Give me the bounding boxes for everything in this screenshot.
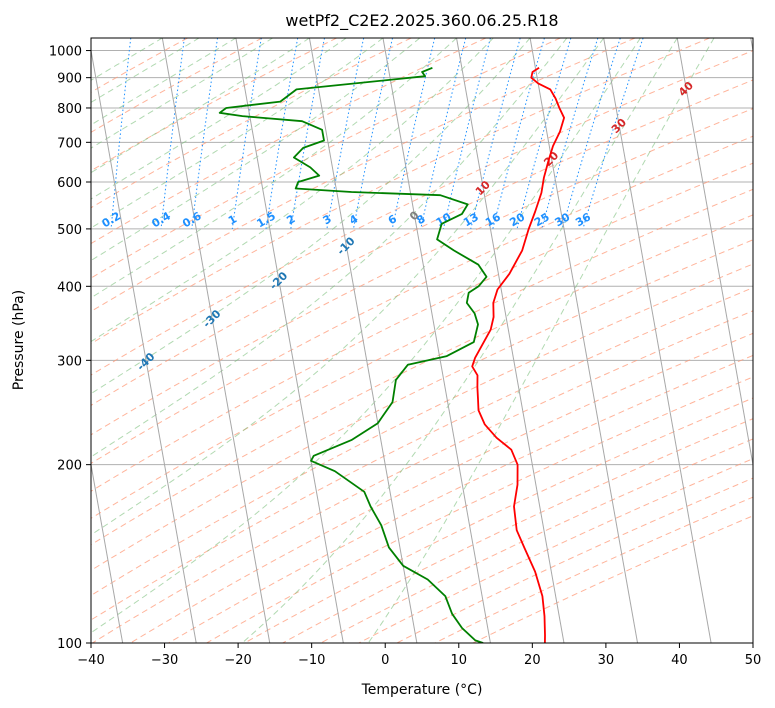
y-tick-label: 400 xyxy=(57,280,82,295)
temperature-profile-line xyxy=(471,67,565,643)
moist-adiabat-line xyxy=(91,38,605,536)
moist-adiabat-line xyxy=(91,38,200,103)
y-tick-label: 300 xyxy=(57,354,82,369)
isotherm-line xyxy=(603,38,712,643)
x-tick-label: −10 xyxy=(298,653,325,668)
x-tick-label: 30 xyxy=(598,653,615,668)
dry-adiabat-line xyxy=(206,376,753,643)
mixing-ratio-line xyxy=(492,38,545,230)
moist-adiabat-line xyxy=(91,38,494,343)
dry-adiabat-line xyxy=(282,418,753,643)
dry-adiabat-line xyxy=(130,332,753,643)
dry-adiabat-line xyxy=(358,458,753,643)
dry-adiabat-line xyxy=(91,50,753,376)
y-tick-label: 700 xyxy=(57,136,82,151)
dry-adiabat-line xyxy=(472,515,753,643)
isotherm-line xyxy=(91,461,124,643)
dry-adiabat-line xyxy=(396,477,753,643)
isotherm-line xyxy=(676,38,753,468)
dry-adiabat-line xyxy=(91,38,412,209)
dry-adiabat-line xyxy=(91,214,753,546)
y-tick-label: 500 xyxy=(57,223,82,238)
y-tick-label: 200 xyxy=(57,459,82,474)
mixing-ratio-line xyxy=(470,38,521,230)
mixing-ratio-line xyxy=(231,38,262,229)
dry-adiabat-line xyxy=(168,354,753,643)
y-axis: 100 200 300 400 500 600 700 800 900 1000 xyxy=(49,45,91,652)
dry-adiabats xyxy=(91,38,753,643)
isotherm-line xyxy=(308,38,418,643)
skewed-isotherms xyxy=(91,38,753,643)
y-tick-label: 800 xyxy=(57,102,82,117)
isotherm-line xyxy=(91,47,197,643)
mixing-ratio-line xyxy=(420,38,467,230)
dry-adiabat-line xyxy=(91,263,753,597)
moist-adiabat-line xyxy=(91,38,384,229)
dry-adiabat-line xyxy=(91,107,753,436)
x-tick-label: −30 xyxy=(151,653,178,668)
x-tick-label: 20 xyxy=(524,653,541,668)
dry-adiabat-line xyxy=(91,38,710,345)
moist-adiabat-line xyxy=(91,38,457,299)
dry-adiabat-line xyxy=(92,310,753,643)
mixing-ratio-line xyxy=(561,38,621,230)
chart-title: wetPf2_C2E2.2025.360.06.25.R18 xyxy=(285,11,558,31)
dry-adiabat-line xyxy=(91,135,753,464)
isotherm-line xyxy=(235,38,344,643)
x-axis: −40 −30 −20 −10 0 10 20 30 40 50 xyxy=(77,643,761,668)
mixing-ratio-line xyxy=(391,38,436,229)
x-tick-label: −20 xyxy=(224,653,251,668)
moist-adiabat-line xyxy=(241,38,678,643)
mixing-ratio-line xyxy=(516,38,572,230)
isotherm-line xyxy=(529,38,639,643)
moist-adiabat-line xyxy=(91,38,237,126)
isotherm-line xyxy=(456,38,565,643)
dry-adiabat-line xyxy=(244,397,753,643)
moist-adiabat-line xyxy=(91,38,641,634)
isotherm-line xyxy=(161,38,271,643)
dry-adiabat-line xyxy=(91,287,753,621)
x-tick-label: 0 xyxy=(381,653,389,668)
dewpoint-profile-line xyxy=(218,66,488,643)
y-tick-label: 1000 xyxy=(49,45,82,60)
mixing-ratio-line xyxy=(541,38,599,230)
moist-adiabat-line xyxy=(91,38,347,200)
x-tick-label: −40 xyxy=(77,653,104,668)
x-tick-label: 10 xyxy=(451,653,468,668)
y-tick-label: 100 xyxy=(57,637,82,652)
x-axis-title: Temperature (°C) xyxy=(361,682,483,698)
moist-adiabat-line xyxy=(91,38,273,149)
mixing-ratio-line xyxy=(582,38,644,230)
mixing-ratio-line xyxy=(191,38,218,229)
mixing-ratio-line xyxy=(326,38,365,229)
plot-frame xyxy=(90,37,754,644)
x-tick-label: 40 xyxy=(671,653,688,668)
moist-adiabats xyxy=(91,38,715,643)
dry-adiabat-line xyxy=(91,79,753,406)
dry-adiabat-line xyxy=(91,188,753,519)
moist-adiabat-line xyxy=(367,38,715,643)
isotherm-line xyxy=(382,38,491,643)
mixing-ratio-line xyxy=(160,38,185,229)
y-tick-label: 900 xyxy=(57,72,82,87)
profile-series xyxy=(218,66,565,643)
dry-adiabat-line xyxy=(91,239,753,571)
y-tick-label: 600 xyxy=(57,176,82,191)
dry-adiabat-line xyxy=(434,496,753,643)
dry-adiabat-line xyxy=(91,38,636,313)
y-axis-title: Pressure (hPa) xyxy=(11,290,27,390)
x-tick-label: 50 xyxy=(745,653,762,668)
